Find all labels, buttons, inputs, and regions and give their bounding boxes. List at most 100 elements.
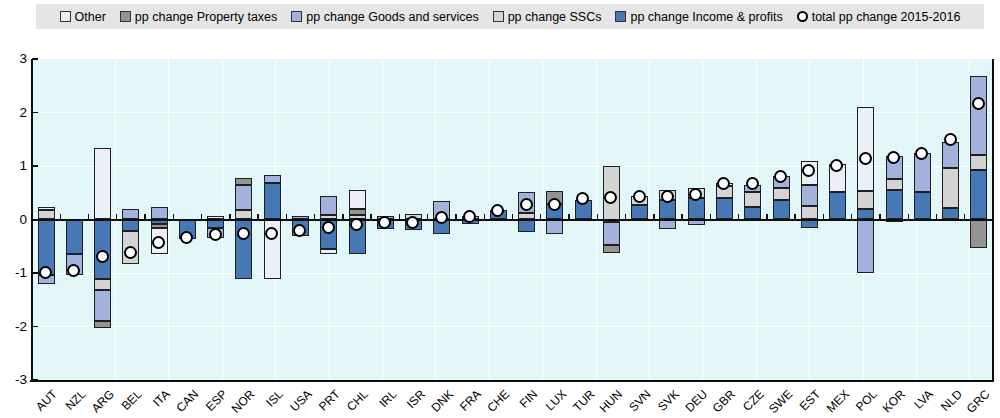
legend-item-5: total pp change 2015-2016 [797, 10, 961, 24]
bar-segment-PRT-other [320, 249, 337, 253]
legend-label: pp change Goods and services [306, 10, 478, 24]
x-axis-label-IRL: IRL [376, 387, 399, 410]
x-axis-label-SWE: SWE [766, 387, 795, 416]
x-tick-mark [823, 214, 824, 219]
bar-segment-ISL-income [264, 183, 281, 220]
bar-segment-HUN-property [603, 245, 620, 253]
x-tick-mark [88, 214, 89, 219]
x-tick-mark [738, 214, 739, 219]
legend: Other pp change Property taxes pp change G… [36, 4, 984, 29]
bar-segment-ISL-goods [264, 175, 281, 183]
legend-item-4: pp change Income & profits [615, 10, 782, 24]
x-tick-mark [399, 214, 400, 219]
bar-segment-MEX-income [829, 192, 846, 220]
total-marker-NZL [67, 264, 80, 277]
x-axis-label-CZE: CZE [740, 387, 767, 414]
bar-segment-ARG-property [94, 321, 111, 328]
x-axis-label-BEL: BEL [119, 387, 145, 413]
bar-segment-LUX-goods [546, 220, 563, 235]
legend-swatch-icon [291, 11, 302, 22]
total-marker-AUT [39, 266, 52, 279]
bar-segment-POL-goods [857, 220, 874, 274]
x-tick-mark [173, 214, 174, 219]
total-marker-FIN [520, 198, 533, 211]
legend-swatch-icon [60, 11, 71, 22]
bar-segment-EST-goods [801, 185, 818, 206]
bar-segment-NZL-income [66, 220, 83, 255]
total-marker-CHL [350, 218, 363, 231]
x-axis-label-AUT: AUT [33, 387, 60, 414]
x-tick-mark [879, 214, 880, 219]
x-axis-label-KOR: KOR [880, 387, 908, 415]
x-tick-mark [936, 214, 937, 219]
bar-segment-EST-income [801, 220, 818, 229]
legend-swatch-icon [120, 11, 131, 22]
total-marker-BEL [124, 246, 137, 259]
x-tick-mark [851, 214, 852, 219]
legend-circle-marker-icon [797, 11, 808, 22]
bar-segment-LVA-income [914, 192, 931, 219]
bar-segment-GRC-income [970, 170, 987, 220]
legend-swatch-icon [493, 11, 504, 22]
x-axis-label-DEU: DEU [682, 387, 710, 415]
total-marker-ITA [152, 236, 165, 249]
x-tick-mark [60, 214, 61, 219]
x-tick-mark [201, 214, 202, 219]
legend-label: Other [75, 10, 106, 24]
x-axis-label-CHE: CHE [484, 387, 512, 415]
x-tick-mark [314, 214, 315, 219]
bar-segment-SVK-income [659, 200, 676, 219]
x-tick-mark [766, 214, 767, 219]
bar-segment-ARG-goods [94, 290, 111, 322]
h-gridline [32, 166, 993, 167]
y-axis-label: 3 [0, 51, 27, 66]
y-axis-left-spine [31, 59, 33, 381]
total-marker-DNK [435, 211, 448, 224]
x-tick-mark [455, 214, 456, 219]
total-marker-TUR [576, 192, 589, 205]
total-marker-SVN [633, 190, 646, 203]
x-tick-mark [484, 214, 485, 219]
total-marker-LVA [915, 147, 928, 160]
bar-segment-GRC-goods [970, 76, 987, 155]
x-axis-label-ESP: ESP [203, 387, 230, 414]
bar-segment-CZE-ssc [744, 192, 761, 206]
x-axis-label-LUX: LUX [542, 387, 568, 413]
y-tick-mark [32, 58, 38, 60]
h-gridline [32, 326, 993, 327]
x-tick-mark [568, 214, 569, 219]
x-axis-label-CHL: CHL [344, 387, 371, 414]
legend-label: pp change Property taxes [135, 10, 277, 24]
x-tick-mark [229, 214, 230, 219]
y-tick-mark [32, 165, 38, 167]
plot-area [32, 59, 993, 380]
h-gridline [32, 112, 993, 113]
x-tick-mark [116, 214, 117, 219]
x-axis-label-LVA: LVA [912, 387, 937, 412]
bar-segment-CHL-other [349, 190, 366, 209]
total-marker-DEU [689, 188, 702, 201]
x-tick-mark [257, 214, 258, 219]
y-tick-mark [32, 326, 38, 328]
total-marker-NLD [944, 133, 957, 146]
x-axis-label-GBR: GBR [710, 387, 738, 415]
legend-swatch-icon [615, 11, 626, 22]
x-axis-bottom-spine [30, 380, 994, 382]
bar-segment-NOR-goods [235, 185, 252, 211]
x-tick-mark [144, 214, 145, 219]
bar-segment-POL-other [857, 107, 874, 191]
x-axis-label-ARG: ARG [88, 387, 116, 415]
x-axis-label-FRA: FRA [457, 387, 484, 414]
bar-segment-ESP-income [207, 220, 224, 229]
bar-segment-ARG-other [94, 148, 111, 219]
x-axis-label-NZL: NZL [62, 387, 88, 413]
bar-segment-GRC-ssc [970, 155, 987, 170]
y-tick-mark [32, 272, 38, 274]
legend-item-3: pp change SSCs [493, 10, 602, 24]
y-axis-label: 1 [0, 158, 27, 173]
bar-segment-POL-ssc [857, 191, 874, 209]
x-tick-mark [908, 214, 909, 219]
legend-label: pp change SSCs [508, 10, 602, 24]
bar-segment-SWE-income [773, 200, 790, 220]
bar-segment-NLD-ssc [942, 168, 959, 208]
